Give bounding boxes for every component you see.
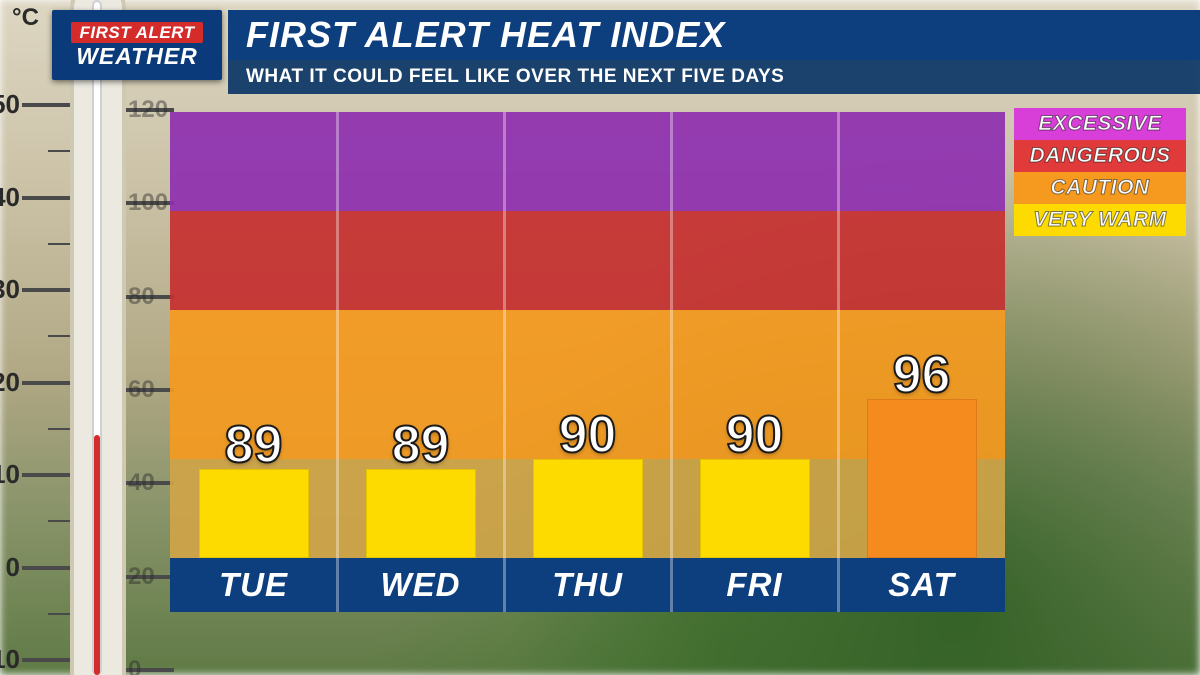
chart-divider: [670, 112, 673, 612]
thermometer-label-c: -10: [0, 644, 20, 675]
thermometer-label-c: 40: [0, 182, 20, 213]
day-label: THU: [504, 558, 671, 612]
heat-bar: [199, 469, 309, 558]
subtitle-bar: WHAT IT COULD FEEL LIKE OVER THE NEXT FI…: [228, 60, 1200, 94]
chart-divider: [503, 112, 506, 612]
heat-bar: [533, 459, 643, 558]
legend-item: VERY WARM: [1014, 204, 1186, 236]
heat-value: 89: [174, 415, 334, 475]
thermometer-tick-c: [22, 381, 70, 385]
thermometer-label-c: 0: [0, 552, 20, 583]
logo-line2: WEATHER: [76, 45, 198, 68]
thermometer-tick-c: [22, 658, 70, 662]
thermometer-tick-c: [22, 473, 70, 477]
thermometer-label-f: 120: [128, 96, 168, 124]
heat-band: [170, 211, 1005, 310]
page-subtitle: WHAT IT COULD FEEL LIKE OVER THE NEXT FI…: [246, 66, 784, 88]
legend-item: EXCESSIVE: [1014, 108, 1186, 140]
thermometer-label-c: 20: [0, 367, 20, 398]
thermometer-label-c: 10: [0, 459, 20, 490]
thermometer-label-f: 60: [128, 376, 155, 404]
thermometer-minor-tick: [48, 520, 70, 522]
heat-value: 90: [675, 405, 835, 465]
heat-value: 89: [341, 415, 501, 475]
thermometer-label-c: 30: [0, 274, 20, 305]
day-label: FRI: [671, 558, 838, 612]
thermometer-label-f: 20: [128, 563, 155, 591]
thermometer-tick-c: [22, 288, 70, 292]
logo-line1: FIRST ALERT: [71, 22, 202, 43]
day-label: SAT: [838, 558, 1005, 612]
chart-divider: [336, 112, 339, 612]
thermometer-label-f: 100: [128, 189, 168, 217]
heat-index-chart: TUE 89 WED 89 THU 90 FRI 90 SAT 96: [170, 112, 1005, 612]
heat-legend: EXCESSIVEDANGEROUSCAUTIONVERY WARM: [1014, 108, 1186, 236]
day-label: WED: [337, 558, 504, 612]
heat-value: 90: [508, 405, 668, 465]
thermometer-label-c: 50: [0, 89, 20, 120]
thermometer-minor-tick: [48, 335, 70, 337]
heat-bar: [700, 459, 810, 558]
thermometer-tick-c: [22, 566, 70, 570]
thermometer-minor-tick: [48, 613, 70, 615]
legend-item: CAUTION: [1014, 172, 1186, 204]
thermometer-minor-tick: [48, 150, 70, 152]
chart-divider: [837, 112, 840, 612]
heat-value: 96: [842, 345, 1002, 405]
thermometer-label-f: 0: [128, 656, 141, 675]
heat-bar: [366, 469, 476, 558]
title-bar: FIRST ALERT HEAT INDEX: [228, 10, 1200, 60]
page-title: FIRST ALERT HEAT INDEX: [246, 14, 725, 56]
heat-band: [170, 112, 1005, 211]
legend-item: DANGEROUS: [1014, 140, 1186, 172]
first-alert-logo: FIRST ALERT WEATHER: [52, 10, 222, 80]
thermometer-tick-c: [22, 196, 70, 200]
thermometer-tick-c: [22, 103, 70, 107]
heat-bar: [867, 399, 977, 558]
thermometer-label-f: 80: [128, 283, 155, 311]
thermometer-label-f: 40: [128, 469, 155, 497]
thermometer-minor-tick: [48, 243, 70, 245]
thermometer-minor-tick: [48, 428, 70, 430]
day-label: TUE: [170, 558, 337, 612]
